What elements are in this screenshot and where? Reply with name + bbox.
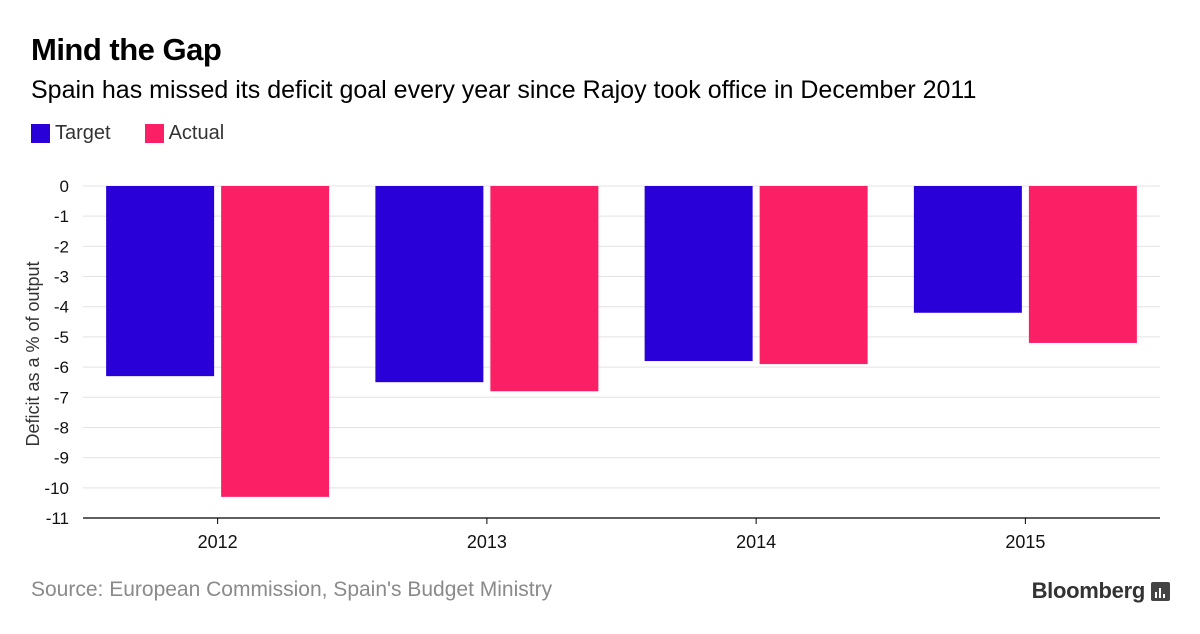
- bar-actual-2013: [490, 186, 599, 392]
- y-tick-label: -7: [54, 388, 69, 407]
- x-tick-label: 2015: [1005, 532, 1045, 552]
- y-axis-title: Deficit as a % of output: [23, 261, 43, 446]
- y-tick-label: 0: [60, 177, 69, 196]
- y-tick-label: -2: [54, 237, 69, 256]
- y-tick-label: -8: [54, 418, 69, 437]
- x-tick-label: 2013: [467, 532, 507, 552]
- x-tick-label: 2012: [198, 532, 238, 552]
- y-tick-label: -9: [54, 449, 69, 468]
- bar-target-2014: [644, 186, 753, 362]
- y-tick-label: -5: [54, 328, 69, 347]
- legend-label-target: Target: [55, 122, 111, 144]
- bar-target-2013: [375, 186, 484, 383]
- legend-label-actual: Actual: [168, 122, 225, 144]
- y-tick-label: -6: [54, 358, 69, 377]
- y-tick-label: -11: [46, 509, 69, 528]
- legend-item-actual: Actual: [144, 122, 225, 145]
- y-tick-label: -4: [54, 298, 69, 317]
- brand-name: Bloomberg: [1031, 578, 1146, 603]
- legend-swatch-actual: [144, 124, 164, 143]
- y-tick-label: -3: [54, 268, 69, 287]
- bar-target-2015: [913, 186, 1022, 313]
- brand: Bloomberg: [1032, 578, 1170, 604]
- legend-swatch-target: [31, 124, 50, 143]
- bloomberg-chart-icon: [1151, 581, 1170, 601]
- legend-item-target: Target: [31, 122, 111, 145]
- bar-actual-2012: [221, 186, 330, 497]
- x-tick-label: 2014: [736, 532, 776, 552]
- bar-target-2012: [106, 186, 215, 377]
- bar-actual-2015: [1028, 186, 1137, 343]
- bar-actual-2014: [759, 186, 868, 365]
- chart-subtitle: Spain has missed its deficit goal every …: [31, 76, 977, 104]
- y-tick-label: -10: [44, 479, 69, 498]
- legend: Target Actual: [31, 122, 258, 145]
- chart-title: Mind the Gap: [31, 32, 222, 67]
- source-note: Source: European Commission, Spain's Bud…: [31, 578, 553, 601]
- y-tick-label: -1: [54, 207, 69, 226]
